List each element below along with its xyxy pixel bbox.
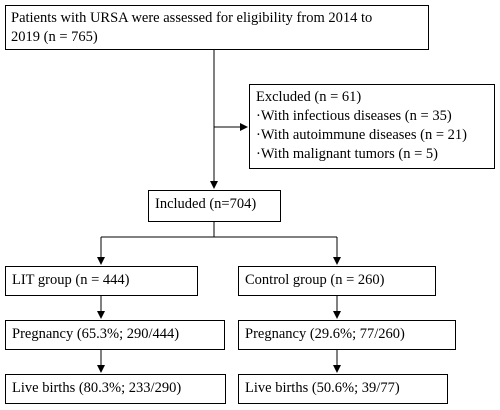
excluded-item-autoimmune: ·With autoimmune diseases (n = 21) xyxy=(256,127,467,143)
excluded-item-malignant: ·With malignant tumors (n = 5) xyxy=(256,146,438,162)
excluded-box: Excluded (n = 61) ·With infectious disea… xyxy=(249,84,495,169)
control-pregnancy-label: Pregnancy (29.6%; 77/260) xyxy=(245,326,405,342)
lit-live-births-label: Live births (80.3%; 233/290) xyxy=(12,380,182,396)
lit-pregnancy-label: Pregnancy (65.3%; 290/444) xyxy=(12,326,180,342)
included-label: Included (n=704) xyxy=(155,196,257,212)
assessed-line-2: 2019 (n = 765) xyxy=(11,29,98,45)
control-live-births-label: Live births (50.6%; 39/77) xyxy=(245,380,400,396)
lit-live-births-box: Live births (80.3%; 233/290) xyxy=(5,374,226,404)
control-group-box: Control group (n = 260) xyxy=(238,266,436,296)
control-pregnancy-box: Pregnancy (29.6%; 77/260) xyxy=(238,320,456,350)
assessed-line-1: Patients with URSA were assessed for eli… xyxy=(11,10,373,26)
excluded-item-infectious: ·With infectious diseases (n = 35) xyxy=(256,108,452,124)
lit-pregnancy-box: Pregnancy (65.3%; 290/444) xyxy=(5,320,225,350)
excluded-title: Excluded (n = 61) xyxy=(256,89,362,105)
control-live-births-box: Live births (50.6%; 39/77) xyxy=(238,374,448,404)
assessed-box: Patients with URSA were assessed for eli… xyxy=(5,5,429,50)
lit-group-label: LIT group (n = 444) xyxy=(12,272,130,288)
included-box: Included (n=704) xyxy=(148,190,281,222)
control-group-label: Control group (n = 260) xyxy=(245,272,385,288)
lit-group-box: LIT group (n = 444) xyxy=(5,266,198,296)
